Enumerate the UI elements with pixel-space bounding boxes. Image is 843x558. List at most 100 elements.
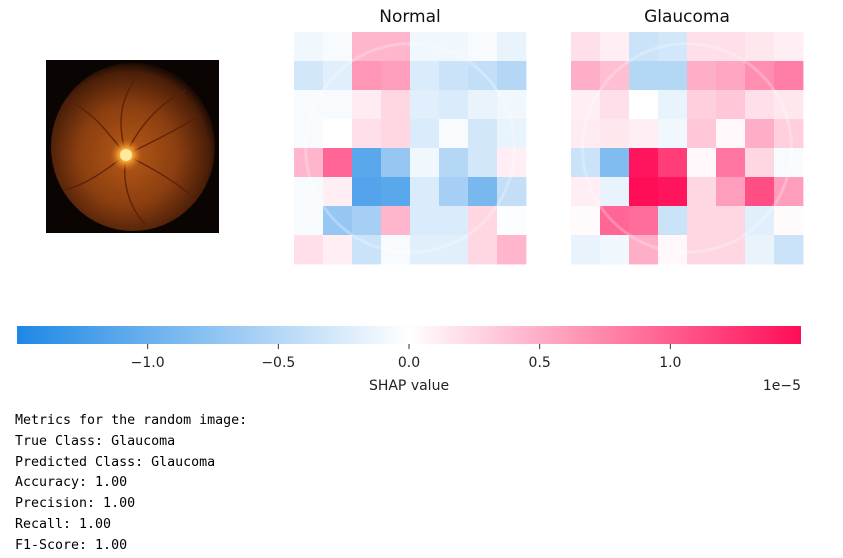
heatmap-cell — [381, 148, 411, 178]
heatmap-cell — [381, 206, 411, 236]
heatmap-cell — [352, 119, 382, 149]
heatmap-cell — [294, 148, 324, 178]
colorbar-label: SHAP value — [369, 378, 449, 394]
heatmap-cell — [774, 61, 804, 91]
heatmap-cell — [439, 148, 469, 178]
heatmap-cell — [410, 177, 440, 207]
heatmap-cell — [497, 90, 527, 120]
heatmap-cell — [410, 148, 440, 178]
heatmap-cell — [323, 235, 353, 265]
heatmap-cell — [629, 90, 659, 120]
heatmap-cell — [497, 119, 527, 149]
heatmap-cell — [774, 206, 804, 236]
colorbar-tick-label: −1.0 — [131, 355, 165, 371]
heatmap-cell — [323, 90, 353, 120]
heatmap-cell — [468, 119, 498, 149]
heatmap-cell — [658, 235, 688, 265]
shap-heatmaps: Normal Glaucoma — [294, 7, 804, 265]
heatmap-cell — [716, 32, 746, 62]
heatmap-cell — [410, 235, 440, 265]
heatmap-cell — [468, 90, 498, 120]
heatmap-cell — [658, 90, 688, 120]
heatmap-cell — [294, 235, 324, 265]
heatmap-cell — [497, 148, 527, 178]
heatmap-cell — [716, 235, 746, 265]
heatmap-title: Normal — [379, 7, 441, 27]
heatmap-cell — [294, 90, 324, 120]
heatmap-cell — [352, 206, 382, 236]
metrics-line: Recall: 1.00 — [15, 516, 112, 532]
heatmap-cell — [629, 148, 659, 178]
heatmap-cell — [745, 119, 775, 149]
heatmap-cell — [600, 148, 630, 178]
heatmap-cell — [468, 61, 498, 91]
colorbar-scale-text: 1e−5 — [763, 378, 801, 394]
heatmap-cell — [600, 206, 630, 236]
heatmap-cell — [410, 90, 440, 120]
heatmap-cell — [571, 32, 601, 62]
heatmap-cell — [323, 177, 353, 207]
heatmap-cell — [687, 90, 717, 120]
heatmap-cell — [774, 148, 804, 178]
heatmap-cell — [497, 235, 527, 265]
metrics-line: True Class: Glaucoma — [15, 433, 176, 449]
heatmap-cell — [629, 61, 659, 91]
heatmap-cell — [497, 206, 527, 236]
heatmap-cell — [468, 177, 498, 207]
heatmap-cell — [658, 61, 688, 91]
heatmap-cell — [352, 90, 382, 120]
heatmap-cell — [600, 61, 630, 91]
heatmap-cell — [352, 177, 382, 207]
heatmap-cell — [294, 119, 324, 149]
colorbar-gradient — [17, 326, 801, 344]
heatmap-cell — [571, 119, 601, 149]
heatmap-cell — [571, 148, 601, 178]
heatmap-cell — [629, 206, 659, 236]
heatmap-cell — [774, 177, 804, 207]
heatmap-cell — [439, 32, 469, 62]
heatmap-cell — [294, 61, 324, 91]
heatmap-cell — [497, 177, 527, 207]
heatmap-cell — [774, 32, 804, 62]
heatmap-cell — [745, 206, 775, 236]
heatmap-cell — [600, 119, 630, 149]
metrics-line: F1-Score: 1.00 — [15, 537, 128, 553]
heatmap-cell — [658, 148, 688, 178]
heatmap-cell — [658, 206, 688, 236]
heatmap-cell — [745, 148, 775, 178]
heatmap-cell — [468, 32, 498, 62]
metrics-heading: Metrics for the random image: — [15, 413, 248, 428]
heatmap-cell — [571, 61, 601, 91]
heatmap-normal — [294, 32, 527, 265]
heatmap-cell — [716, 206, 746, 236]
heatmap-cell — [381, 235, 411, 265]
heatmap-cell — [497, 61, 527, 91]
heatmap-cell — [716, 90, 746, 120]
heatmap-cell — [381, 90, 411, 120]
heatmap-cell — [381, 61, 411, 91]
heatmap-cell — [468, 148, 498, 178]
heatmap-cell — [323, 206, 353, 236]
heatmap-cell — [381, 32, 411, 62]
heatmap-cell — [571, 90, 601, 120]
heatmap-cell — [600, 32, 630, 62]
heatmap-cell — [745, 177, 775, 207]
heatmap-cell — [629, 32, 659, 62]
colorbar-tick-label: 0.5 — [529, 355, 551, 371]
heatmap-cell — [629, 235, 659, 265]
heatmap-cell — [629, 177, 659, 207]
heatmap-cell — [439, 90, 469, 120]
heatmap-cell — [381, 177, 411, 207]
heatmap-cell — [774, 119, 804, 149]
metrics-line: Precision: 1.00 — [15, 496, 136, 512]
heatmap-cell — [629, 119, 659, 149]
heatmap-cell — [687, 148, 717, 178]
heatmap-cell — [600, 177, 630, 207]
metrics-output: Metrics for the random image: True Class… — [15, 411, 247, 557]
heatmap-cell — [352, 61, 382, 91]
heatmap-cell — [323, 148, 353, 178]
heatmap-cell — [687, 177, 717, 207]
heatmap-cell — [410, 119, 440, 149]
metrics-line: Predicted Class: Glaucoma — [15, 454, 216, 470]
heatmap-cell — [439, 206, 469, 236]
